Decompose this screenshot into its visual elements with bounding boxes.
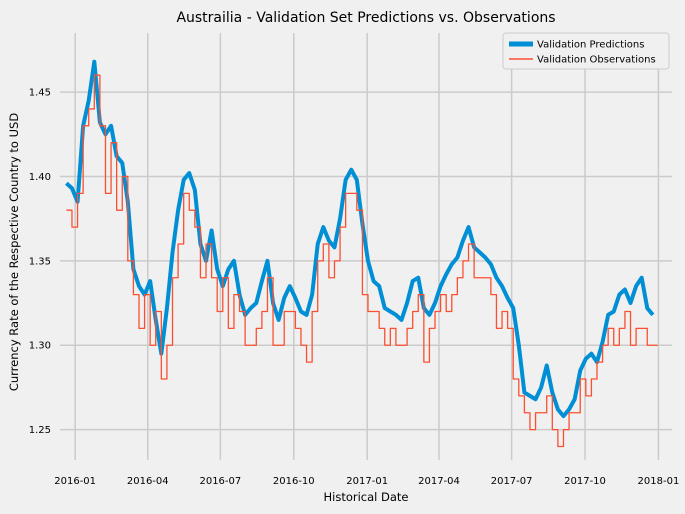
y-axis-label: Currency Rate of the Respective Country … bbox=[7, 113, 21, 391]
x-tick-label: 2016-04 bbox=[127, 476, 169, 487]
x-tick-label: 2017-10 bbox=[564, 476, 606, 487]
y-tick-label: 1.35 bbox=[29, 256, 51, 267]
chart-title: Austrailia - Validation Set Predictions … bbox=[176, 10, 555, 26]
x-axis-label: Historical Date bbox=[323, 490, 408, 504]
series-validation-predictions bbox=[65, 59, 655, 419]
y-tick-label: 1.40 bbox=[29, 172, 51, 183]
x-tick-label: 2017-07 bbox=[491, 476, 533, 487]
legend-label-predictions: Validation Predictions bbox=[537, 40, 644, 51]
y-tick-label: 1.45 bbox=[29, 88, 51, 99]
x-tick-label: 2016-10 bbox=[273, 476, 315, 487]
y-tick-label: 1.25 bbox=[29, 425, 51, 436]
x-tick-label: 2018-01 bbox=[638, 476, 680, 487]
y-axis-ticks: 1.25 1.30 1.35 1.40 1.45 bbox=[29, 88, 51, 437]
x-tick-label: 2016-01 bbox=[54, 476, 96, 487]
x-tick-label: 2017-04 bbox=[418, 476, 460, 487]
x-tick-label: 2017-01 bbox=[346, 476, 388, 487]
legend: Validation Predictions Validation Observ… bbox=[502, 32, 670, 70]
x-tick-label: 2016-07 bbox=[199, 476, 241, 487]
y-tick-label: 1.30 bbox=[29, 341, 51, 352]
legend-box bbox=[502, 32, 670, 70]
series-validation-observations bbox=[66, 74, 658, 448]
series-layer bbox=[65, 59, 658, 448]
x-axis-ticks: 2016-01 2016-04 2016-07 2016-10 2017-01 2017-… bbox=[54, 476, 679, 487]
legend-label-observations: Validation Observations bbox=[537, 55, 656, 66]
